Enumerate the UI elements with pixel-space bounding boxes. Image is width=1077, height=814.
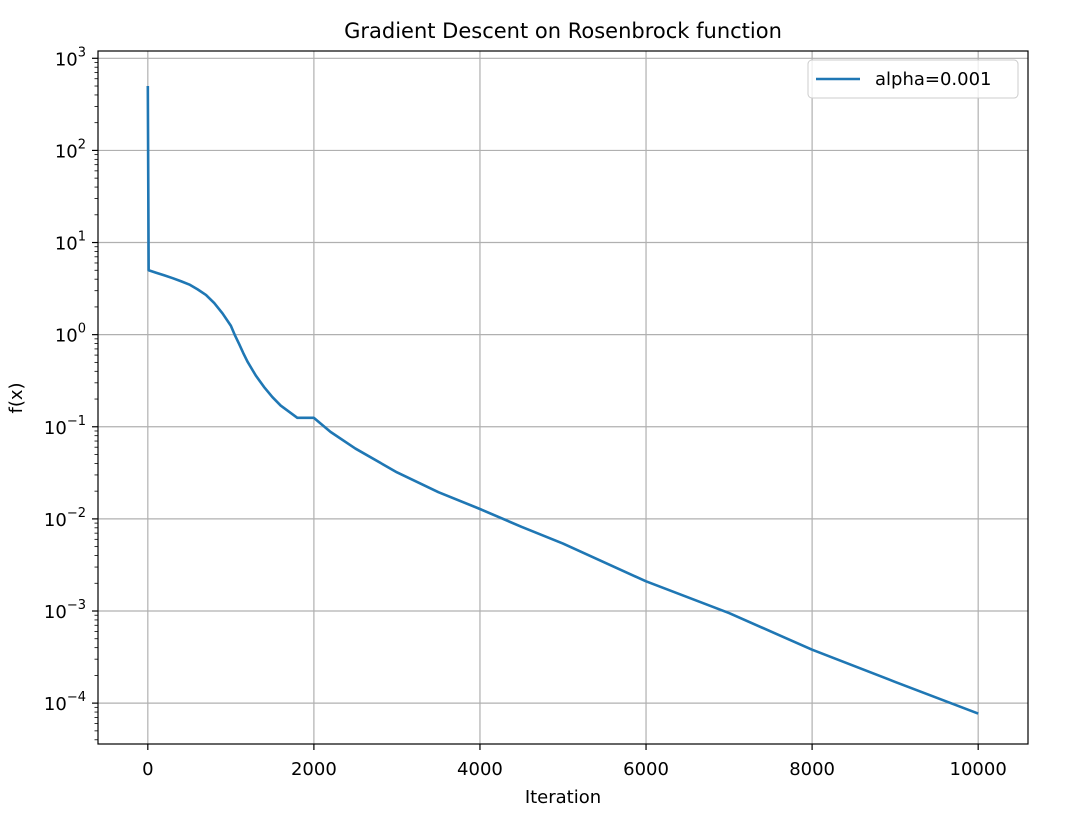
plot-lines xyxy=(146,86,979,715)
plot-frame xyxy=(97,50,1029,745)
y-tick-label: 101 xyxy=(55,230,86,255)
x-tick-label: 0 xyxy=(142,759,153,780)
legend-box xyxy=(807,59,1019,99)
ticks: 0 2000 4000 6000 8000 10000 10−4 10−3 10−2 10−1 10… xyxy=(44,45,1007,780)
chart-title: Gradient Descent on Rosenbrock function xyxy=(344,19,782,43)
y-tick-label: 103 xyxy=(55,45,86,70)
y-tick-label: 10−2 xyxy=(44,506,86,531)
series-line-0 xyxy=(146,86,979,715)
y-tick-label: 10−4 xyxy=(44,690,86,715)
x-tick-label: 4000 xyxy=(457,759,503,780)
y-axis-label: f(x) xyxy=(6,382,27,413)
x-axis-label: Iteration xyxy=(525,787,601,808)
y-tick-label: 10−3 xyxy=(44,598,86,623)
y-tick-label: 10−1 xyxy=(44,414,86,439)
y-tick-label: 102 xyxy=(55,137,86,162)
grid xyxy=(98,51,1028,744)
x-tick-label: 10000 xyxy=(950,759,1007,780)
legend-label: alpha=0.001 xyxy=(875,69,992,90)
x-tick-label: 8000 xyxy=(789,759,835,780)
x-tick-label: 6000 xyxy=(623,759,669,780)
y-tick-label: 100 xyxy=(55,322,86,347)
x-tick-label: 2000 xyxy=(291,759,337,780)
legend: alpha=0.001 xyxy=(807,59,1019,99)
